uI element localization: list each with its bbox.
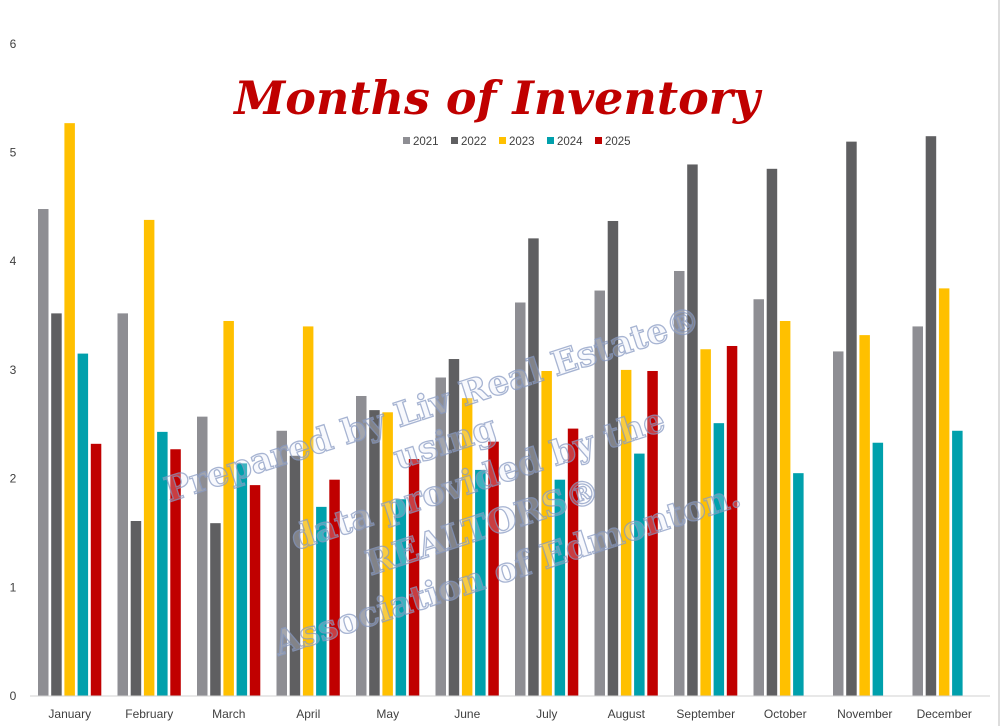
legend-swatch [547, 137, 554, 144]
bar-july-2021 [515, 302, 526, 696]
legend-label: 2021 [413, 136, 439, 148]
bar-may-2023 [382, 412, 393, 696]
bar-march-2024 [236, 463, 248, 696]
x-tick-label: January [48, 707, 91, 721]
x-tick-label: May [376, 707, 399, 721]
bar-may-2024 [395, 499, 407, 696]
bar-september-2025 [726, 345, 738, 696]
bar-august-2024 [634, 453, 645, 696]
legend-swatch [451, 137, 458, 144]
bar-july-2023 [541, 370, 552, 696]
y-tick-label: 3 [10, 363, 17, 377]
bar-june-2024 [475, 469, 486, 696]
bar-january-2025 [90, 443, 102, 696]
legend: 2021 2022 2023 2024 2025 [403, 136, 631, 148]
bar-september-2024 [713, 423, 725, 696]
bars [38, 123, 963, 697]
legend-item-2021: 2021 [403, 136, 439, 148]
bar-september-2022 [687, 164, 698, 696]
bar-september-2021 [674, 270, 685, 696]
y-tick-label: 2 [10, 472, 17, 486]
bar-may-2025 [408, 459, 420, 696]
bar-october-2023 [779, 320, 791, 696]
bar-may-2022 [369, 410, 380, 696]
chart-title: Months of Inventory [232, 71, 763, 125]
x-tick-label: March [212, 707, 245, 721]
bar-june-2025 [488, 441, 499, 696]
bar-december-2023 [938, 288, 950, 696]
x-tick-label: April [296, 707, 320, 721]
x-tick-label: October [764, 707, 807, 721]
legend-label: 2025 [605, 136, 631, 148]
bar-may-2021 [356, 395, 367, 696]
bar-august-2021 [594, 290, 605, 696]
bar-january-2022 [51, 313, 62, 696]
bar-april-2022 [289, 455, 301, 696]
bar-april-2021 [276, 430, 287, 696]
bar-september-2023 [700, 349, 711, 696]
bar-june-2022 [448, 359, 460, 696]
bar-november-2024 [872, 442, 884, 696]
bar-july-2022 [528, 238, 539, 697]
bar-june-2023 [461, 398, 473, 696]
bar-july-2025 [567, 428, 579, 696]
legend-label: 2024 [557, 136, 583, 148]
bar-august-2025 [647, 370, 658, 696]
x-tick-label: February [125, 707, 173, 721]
legend-item-2022: 2022 [451, 136, 487, 148]
bar-february-2021 [117, 313, 128, 696]
bar-april-2023 [302, 326, 314, 696]
y-tick-label: 1 [10, 580, 17, 594]
bar-december-2022 [925, 136, 937, 696]
x-tick-label: June [454, 707, 480, 721]
bar-july-2024 [554, 479, 566, 696]
legend-item-2023: 2023 [499, 136, 535, 148]
bar-october-2021 [753, 299, 764, 696]
legend-label: 2022 [461, 136, 487, 148]
legend-item-2025: 2025 [595, 136, 631, 148]
legend-label: 2023 [509, 136, 535, 148]
bar-november-2021 [833, 351, 844, 696]
x-axis-labels: January February March April May June July Augu… [48, 707, 972, 721]
legend-swatch [499, 137, 506, 144]
bar-february-2025 [170, 449, 181, 696]
y-tick-label: 5 [10, 146, 17, 160]
x-tick-label: September [676, 707, 735, 721]
bar-august-2023 [620, 369, 632, 696]
bar-november-2023 [859, 335, 870, 696]
y-tick-label: 0 [10, 689, 17, 703]
x-tick-label: July [536, 707, 557, 721]
bar-april-2025 [329, 479, 340, 696]
legend-item-2024: 2024 [547, 136, 583, 148]
bar-august-2022 [607, 220, 619, 696]
bar-june-2021 [435, 377, 446, 696]
bar-february-2024 [157, 431, 168, 696]
bar-february-2023 [143, 219, 155, 697]
bar-january-2024 [77, 353, 89, 696]
legend-swatch [403, 137, 410, 144]
y-axis-ticks: 0 1 2 3 4 5 6 [10, 37, 17, 703]
bar-october-2022 [766, 168, 778, 696]
bar-march-2021 [197, 416, 208, 696]
bar-january-2021 [38, 209, 49, 697]
bar-april-2024 [316, 506, 327, 696]
bar-january-2023 [64, 123, 75, 696]
x-tick-label: August [608, 707, 646, 721]
bar-march-2023 [223, 320, 234, 696]
bar-december-2021 [912, 326, 923, 696]
legend-swatch [595, 137, 602, 144]
x-tick-label: December [917, 707, 972, 721]
y-tick-label: 6 [10, 37, 17, 51]
bar-february-2022 [130, 520, 142, 696]
bar-november-2022 [846, 141, 857, 696]
bar-december-2024 [952, 430, 963, 696]
bar-march-2025 [249, 485, 261, 696]
y-tick-label: 4 [10, 254, 17, 268]
bar-march-2022 [210, 523, 221, 696]
x-tick-label: November [837, 707, 892, 721]
bar-october-2024 [793, 473, 804, 696]
